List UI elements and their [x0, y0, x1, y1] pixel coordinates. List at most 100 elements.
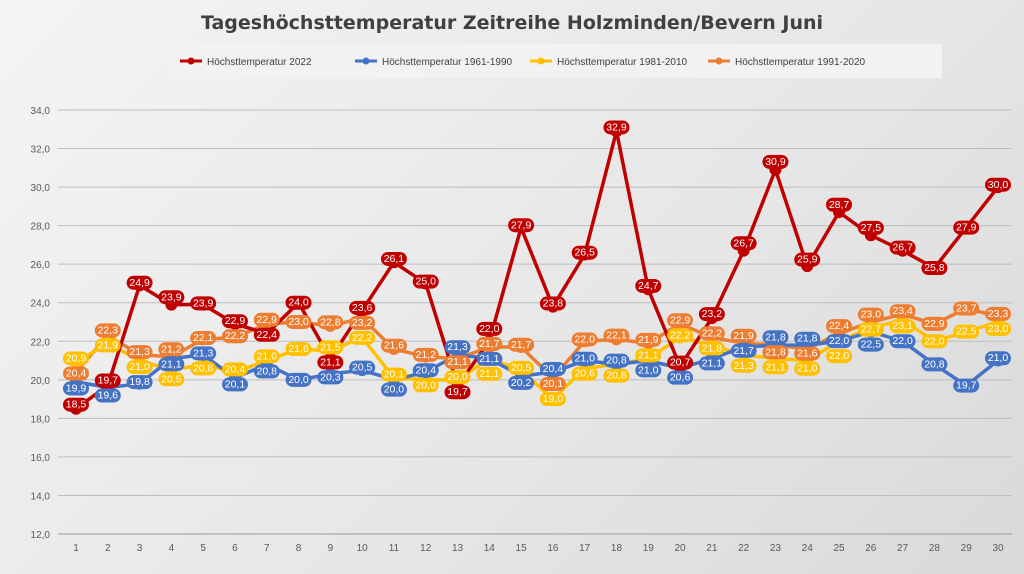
data-label-group: 21,1 — [317, 355, 344, 370]
data-label-background — [476, 336, 503, 351]
data-label-background — [889, 319, 916, 334]
data-label-background — [63, 381, 89, 396]
data-label-group: 20,1 — [380, 367, 407, 382]
data-label: 22,5 — [861, 339, 882, 351]
data-label-background — [794, 331, 821, 346]
data-label-group: 20,6 — [571, 366, 598, 381]
data-label-group: 30,0 — [985, 177, 1011, 192]
data-label-group: 21,6 — [380, 338, 407, 353]
x-tick-label: 19 — [643, 543, 655, 554]
y-tick-label: 34,0 — [31, 106, 51, 117]
data-label-background — [412, 274, 439, 289]
y-tick-label: 18,0 — [31, 414, 51, 425]
data-label: 27,9 — [956, 222, 977, 234]
x-tick-label: 4 — [169, 543, 175, 554]
data-label-group: 22,2 — [349, 330, 376, 345]
data-label-background — [571, 332, 598, 347]
data-label-background — [539, 392, 566, 407]
x-tick-label: 7 — [264, 543, 270, 554]
data-label: 30,0 — [988, 179, 1009, 191]
data-label: 21,1 — [447, 356, 468, 368]
data-label-group: 22,1 — [190, 331, 217, 346]
data-label-background — [380, 251, 407, 266]
data-label-group: 21,9 — [94, 338, 121, 353]
data-label-group: 20,8 — [921, 357, 948, 372]
x-tick-label: 20 — [675, 543, 687, 554]
legend-marker — [362, 57, 370, 65]
data-label-background — [285, 372, 312, 387]
data-label: 22,0 — [829, 335, 850, 347]
data-label-group: 22,0 — [571, 332, 598, 347]
data-label-background — [253, 364, 280, 379]
data-label: 22,1 — [193, 332, 214, 344]
data-label-group: 22,0 — [476, 321, 503, 336]
data-label-group: 21,0 — [126, 360, 153, 375]
x-tick-label: 10 — [357, 543, 369, 554]
x-tick-label: 24 — [802, 543, 814, 554]
data-label-group: 21,9 — [635, 332, 662, 347]
data-label-group: 22,9 — [253, 312, 280, 327]
data-label-group: 23,0 — [285, 315, 312, 329]
data-label: 23,1 — [892, 320, 913, 332]
x-tick-label: 18 — [611, 543, 623, 554]
data-label-background — [698, 307, 725, 322]
data-label-background — [285, 315, 312, 329]
data-label-background — [317, 370, 344, 385]
data-label-background — [953, 324, 980, 339]
data-label-group: 21,3 — [730, 358, 757, 373]
x-tick-label: 21 — [706, 543, 718, 554]
data-label-group: 22,0 — [889, 334, 916, 349]
data-label-background — [317, 355, 344, 370]
data-label-background — [985, 177, 1011, 192]
data-label: 21,7 — [511, 339, 532, 351]
data-label: 22,9 — [257, 314, 278, 326]
data-label-group: 21,1 — [158, 357, 185, 372]
data-label-background — [158, 342, 185, 357]
data-label-group: 21,5 — [317, 340, 344, 355]
data-label: 21,6 — [288, 343, 309, 355]
data-label: 22,2 — [352, 332, 373, 344]
data-label-group: 23,1 — [889, 319, 916, 334]
data-label: 23,0 — [288, 316, 309, 328]
data-label-group: 23,9 — [190, 296, 217, 311]
data-label-background — [444, 370, 471, 385]
data-label-group: 22,9 — [221, 314, 248, 329]
data-label-group: 21,0 — [571, 351, 598, 366]
data-label-group: 21,2 — [412, 347, 439, 362]
data-label-background — [253, 327, 280, 342]
data-label-background — [158, 372, 185, 387]
data-label-background — [826, 319, 853, 334]
data-label-group: 22,0 — [921, 334, 948, 349]
data-label: 21,1 — [638, 349, 659, 361]
x-tick-label: 9 — [328, 543, 334, 554]
y-tick-label: 24,0 — [31, 299, 51, 310]
data-label-background — [603, 353, 630, 368]
data-label-group: 22,5 — [953, 324, 980, 339]
data-label-group: 23,8 — [539, 296, 566, 311]
data-label: 18,5 — [66, 399, 87, 411]
data-label-group: 25,9 — [794, 252, 821, 267]
data-label: 25,0 — [416, 276, 437, 288]
x-tick-label: 16 — [547, 543, 559, 554]
y-tick-label: 28,0 — [31, 222, 51, 233]
data-label-group: 21,7 — [476, 336, 503, 351]
data-label: 22,2 — [702, 327, 723, 339]
data-label-background — [730, 328, 757, 343]
data-label-group: 19,7 — [953, 378, 980, 393]
data-label: 28,7 — [829, 199, 850, 211]
legend-marker — [537, 57, 545, 65]
data-label: 26,1 — [384, 253, 405, 265]
data-label: 22,2 — [225, 330, 246, 342]
data-label-group: 20,7 — [667, 355, 694, 370]
data-label-background — [63, 366, 89, 381]
x-tick-label: 22 — [738, 543, 750, 554]
data-label-group: 20,6 — [667, 370, 694, 385]
legend-entry: Höchsttemperatur 1981-2010 — [557, 57, 688, 68]
data-label: 20,0 — [416, 379, 437, 391]
data-label-group: 23,0 — [985, 321, 1011, 336]
data-label: 23,2 — [352, 317, 373, 329]
data-label-group: 26,5 — [571, 245, 598, 260]
legend-entry: Höchsttemperatur 2022 — [207, 57, 312, 68]
data-label-background — [635, 332, 662, 347]
legend-marker — [715, 57, 723, 65]
